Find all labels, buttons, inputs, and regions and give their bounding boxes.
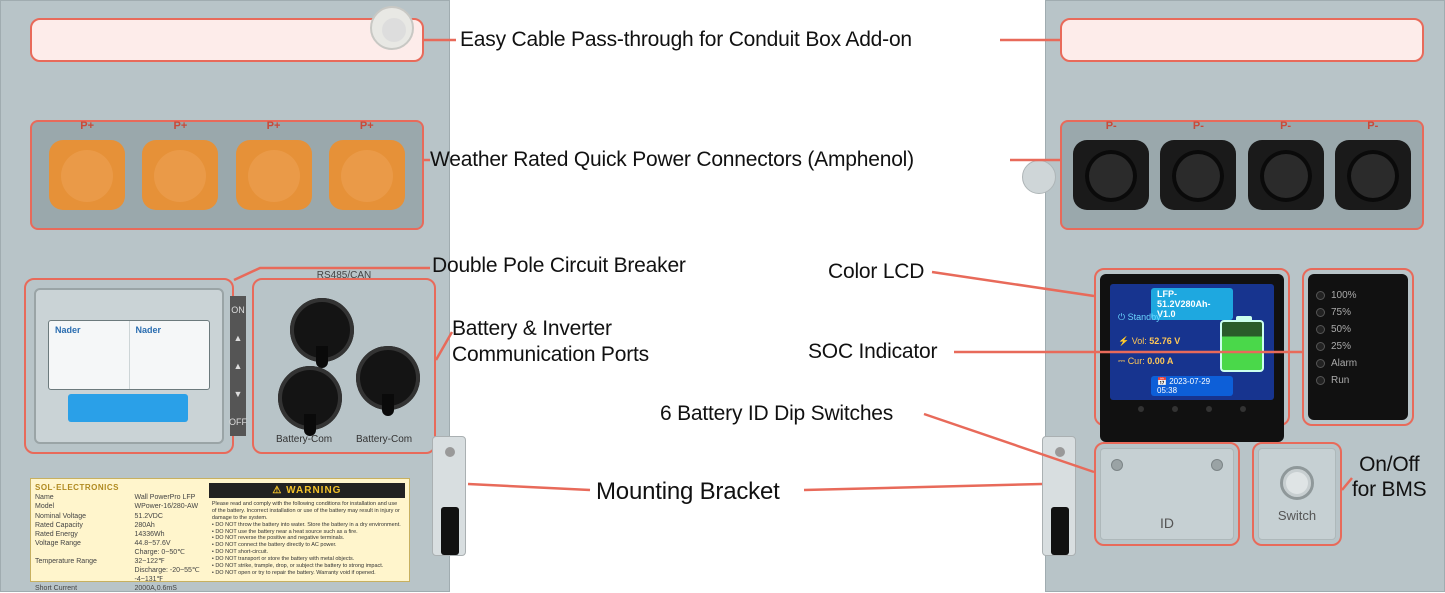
connector-pminus-2: P-	[1160, 140, 1236, 210]
spec-row: NameWall PowerPro LFP	[35, 493, 201, 502]
conn-label: P-	[1280, 120, 1291, 132]
lcd-date: 📅 2023-07-29 05:38	[1151, 376, 1233, 396]
brand-label: SOL·ELECTRONICS	[35, 483, 201, 493]
lcd-buttons	[1110, 406, 1274, 412]
spec-row: Nominal Voltage51.2VDC	[35, 512, 201, 521]
callout-lcd: Color LCD	[828, 260, 924, 284]
cable-gland	[370, 6, 414, 50]
positive-connector-bay: P+ P+ P+ P+	[30, 120, 424, 230]
circuit-breaker: Nader Nader	[48, 320, 210, 390]
lcd-current: ⎓ Cur: 0.00 A	[1118, 356, 1173, 367]
soc-indicator-panel: 100% 75% 50% 25% Alarm Run	[1308, 274, 1408, 420]
bms-switch-panel: Switch	[1258, 448, 1336, 540]
breaker-direction-strip: ON ▲▲▼ OFF	[230, 296, 246, 436]
spec-row: Voltage Range44.8~57.6V	[35, 539, 201, 548]
color-lcd-module: LFP-51.2V280Ah-V1.0 ⏻ Standby ⚡ Vol: 52.…	[1100, 274, 1284, 442]
port-label: Battery-Com	[276, 434, 332, 445]
passthrough-right-highlight	[1060, 18, 1424, 62]
connector-pminus-1: P-	[1073, 140, 1149, 210]
blank-plug	[1022, 160, 1056, 194]
passthrough-left-highlight	[30, 18, 424, 62]
callout-bms: On/Offfor BMS	[1352, 452, 1426, 502]
power-button-icon	[1280, 466, 1314, 500]
on-label: ON	[231, 305, 245, 315]
negative-connector-bay: P- P- P- P-	[1060, 120, 1424, 230]
spec-row: Discharge: -20~55℃	[35, 566, 201, 575]
port-label: Battery-Com	[356, 434, 412, 445]
lcd-status: ⏻ Standby	[1118, 312, 1161, 323]
breaker-brand: Nader	[136, 325, 162, 335]
off-label: OFF	[229, 417, 247, 427]
comm-port-1	[290, 298, 354, 362]
warning-label: SOL·ELECTRONICS NameWall PowerPro LFPMod…	[30, 478, 410, 582]
connector-pplus-1: P+	[49, 140, 125, 210]
conn-label: P-	[1367, 120, 1378, 132]
soc-row: 50%	[1316, 324, 1400, 335]
comm-ports-box: RS485/CAN Battery-Com Battery-Com	[258, 284, 430, 448]
callout-comm: Battery & InverterCommunication Ports	[452, 316, 649, 369]
comm-port-2	[356, 346, 420, 410]
mounting-bracket-left	[432, 436, 466, 556]
battery-icon	[1220, 320, 1264, 372]
spec-row: Temperature Range32~122℉	[35, 557, 201, 566]
callout-dip: 6 Battery ID Dip Switches	[660, 402, 893, 426]
spec-table: SOL·ELECTRONICS NameWall PowerPro LFPMod…	[31, 479, 205, 581]
spec-row: Charge: 0~50℃	[35, 548, 201, 557]
conn-label: P+	[173, 120, 187, 132]
callout-bracket: Mounting Bracket	[596, 478, 780, 506]
id-label: ID	[1160, 515, 1174, 531]
switch-label: Switch	[1278, 508, 1316, 523]
connector-pplus-4: P+	[329, 140, 405, 210]
connector-pminus-3: P-	[1248, 140, 1324, 210]
soc-row: 100%	[1316, 290, 1400, 301]
spec-row: Rated Energy14336Wh	[35, 530, 201, 539]
callout-soc: SOC Indicator	[808, 340, 937, 364]
callout-breaker: Double Pole Circuit Breaker	[432, 254, 686, 278]
soc-row: Run	[1316, 375, 1400, 386]
soc-row: 25%	[1316, 341, 1400, 352]
connector-pminus-4: P-	[1335, 140, 1411, 210]
callout-connectors: Weather Rated Quick Power Connectors (Am…	[430, 148, 914, 172]
callout-passthrough: Easy Cable Pass-through for Conduit Box …	[460, 28, 912, 52]
comm-port-3	[278, 366, 342, 430]
breaker-brand: Nader	[55, 325, 81, 335]
soc-row: Alarm	[1316, 358, 1400, 369]
warning-body: Please read and comply with the followin…	[209, 498, 405, 580]
mounting-bracket-right	[1042, 436, 1076, 556]
conn-label: P-	[1106, 120, 1117, 132]
conn-label: P+	[80, 120, 94, 132]
lcd-screen: LFP-51.2V280Ah-V1.0 ⏻ Standby ⚡ Vol: 52.…	[1110, 284, 1274, 400]
conn-label: P-	[1193, 120, 1204, 132]
id-dip-panel: ID	[1100, 448, 1234, 540]
conn-label: P+	[267, 120, 281, 132]
spec-row: -4~131℉	[35, 575, 201, 584]
conn-label: P+	[360, 120, 374, 132]
breaker-toggle	[68, 394, 188, 422]
spec-row: Rated Capacity280Ah	[35, 521, 201, 530]
lcd-title: LFP-51.2V280Ah-V1.0	[1151, 288, 1233, 320]
soc-row: 75%	[1316, 307, 1400, 318]
spec-row: ModelWPower-16/280-AW	[35, 502, 201, 511]
warning-header: ⚠ WARNING	[209, 483, 405, 498]
lcd-voltage: ⚡ Vol: 52.76 V	[1118, 336, 1180, 347]
comm-header: RS485/CAN	[317, 270, 371, 281]
connector-pplus-3: P+	[236, 140, 312, 210]
connector-pplus-2: P+	[142, 140, 218, 210]
